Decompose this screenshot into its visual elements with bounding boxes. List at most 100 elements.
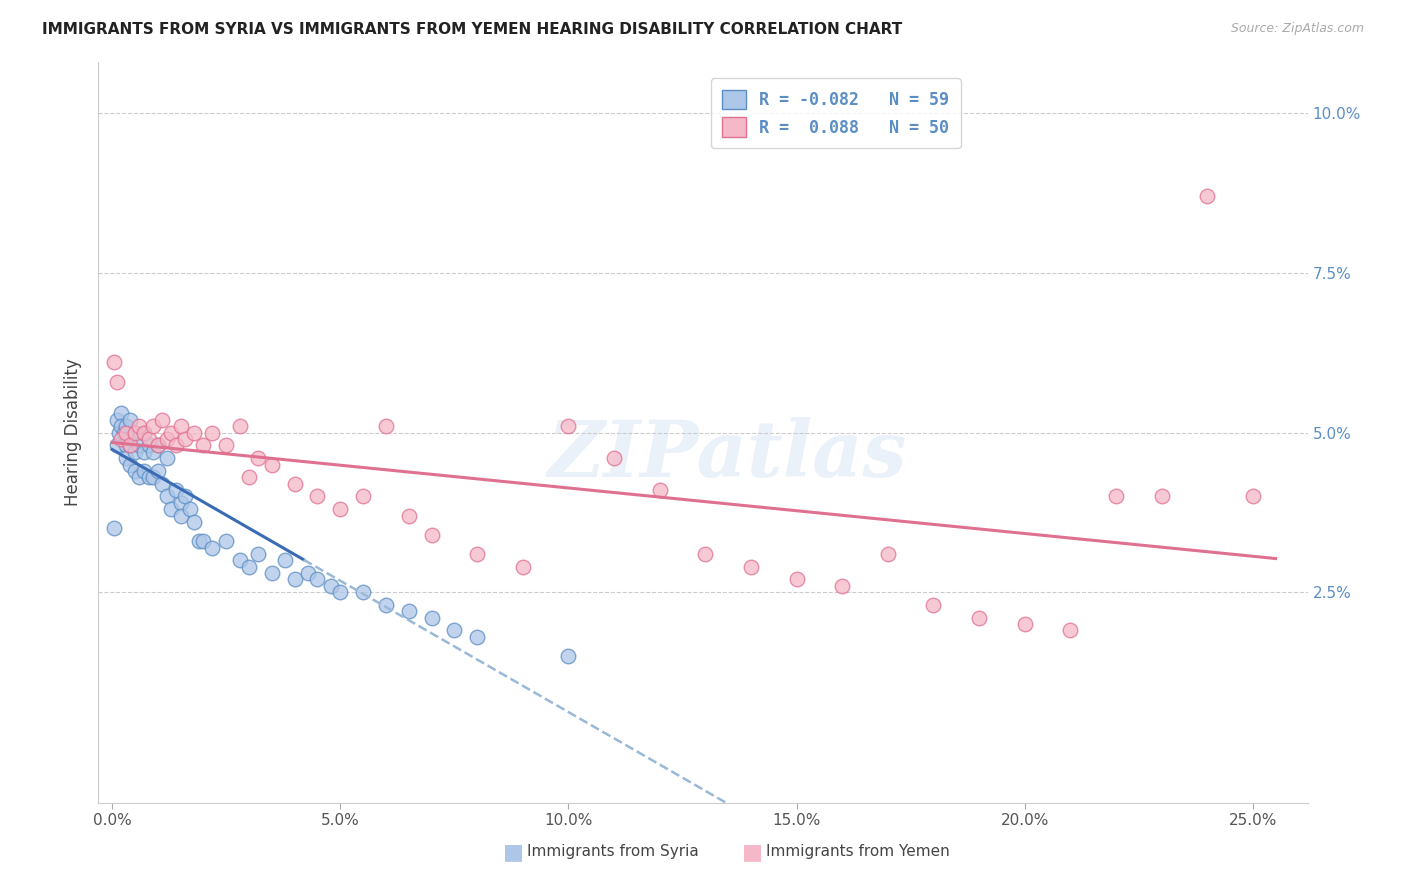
Point xyxy=(103,355,125,369)
Legend: R = -0.082   N = 59, R =  0.088   N = 50: R = -0.082 N = 59, R = 0.088 N = 50 xyxy=(710,78,960,148)
Point xyxy=(215,534,238,549)
Point xyxy=(146,438,169,452)
Point xyxy=(420,610,443,624)
Point xyxy=(156,451,179,466)
Point xyxy=(114,438,136,452)
Point xyxy=(183,515,205,529)
Text: ■: ■ xyxy=(503,842,523,862)
Point xyxy=(120,438,142,452)
Point xyxy=(329,502,352,516)
Point xyxy=(124,425,146,440)
Point xyxy=(150,413,173,427)
Point xyxy=(120,458,142,472)
Point xyxy=(1197,189,1219,203)
Point xyxy=(201,425,224,440)
Point xyxy=(120,413,142,427)
Point xyxy=(169,496,191,510)
Point xyxy=(557,419,579,434)
Point xyxy=(1150,490,1173,504)
Point xyxy=(229,553,252,567)
Point xyxy=(142,444,165,458)
Point xyxy=(160,502,183,516)
Point xyxy=(922,598,945,612)
Point xyxy=(156,432,179,446)
Point xyxy=(103,521,125,535)
Point xyxy=(374,598,396,612)
Point xyxy=(247,451,270,466)
Point xyxy=(128,438,150,452)
Point xyxy=(124,464,146,478)
Point xyxy=(786,573,808,587)
Point xyxy=(740,559,762,574)
Point xyxy=(260,566,283,580)
Point xyxy=(297,566,319,580)
Point xyxy=(307,490,329,504)
Point xyxy=(247,547,270,561)
Text: ZIPatlas: ZIPatlas xyxy=(547,417,907,493)
Point xyxy=(193,534,215,549)
Point xyxy=(557,648,579,663)
Point xyxy=(114,419,136,434)
Point xyxy=(284,573,307,587)
Point xyxy=(183,425,205,440)
Point xyxy=(174,490,197,504)
Point xyxy=(831,579,853,593)
Point xyxy=(238,559,260,574)
Point xyxy=(187,534,209,549)
Point xyxy=(142,470,165,484)
Point xyxy=(876,547,898,561)
Point xyxy=(138,470,160,484)
Point xyxy=(132,464,155,478)
Point xyxy=(238,470,260,484)
Point xyxy=(374,419,396,434)
Point xyxy=(128,470,150,484)
Point xyxy=(1059,624,1081,638)
Point xyxy=(967,610,990,624)
Point xyxy=(179,502,201,516)
Point xyxy=(174,432,197,446)
Point xyxy=(420,527,443,541)
Point xyxy=(105,375,128,389)
Point xyxy=(150,476,173,491)
Text: ■: ■ xyxy=(742,842,762,862)
Point xyxy=(465,630,488,644)
Point xyxy=(112,425,135,440)
Point xyxy=(201,541,224,555)
Point xyxy=(110,432,132,446)
Point xyxy=(329,585,352,599)
Point xyxy=(160,425,183,440)
Text: Source: ZipAtlas.com: Source: ZipAtlas.com xyxy=(1230,22,1364,36)
Point xyxy=(114,451,136,466)
Point xyxy=(215,438,238,452)
Point xyxy=(1014,617,1036,632)
Point xyxy=(138,438,160,452)
Point xyxy=(229,419,252,434)
Point xyxy=(142,419,165,434)
Point xyxy=(443,624,465,638)
Text: Immigrants from Syria: Immigrants from Syria xyxy=(527,845,699,859)
Point xyxy=(146,438,169,452)
Point xyxy=(110,407,132,421)
Point xyxy=(284,476,307,491)
Point xyxy=(138,432,160,446)
Point xyxy=(169,419,191,434)
Point xyxy=(132,425,155,440)
Text: Immigrants from Yemen: Immigrants from Yemen xyxy=(766,845,950,859)
Point xyxy=(114,425,136,440)
Point xyxy=(108,425,131,440)
Point xyxy=(465,547,488,561)
Point xyxy=(321,579,343,593)
Point xyxy=(398,508,420,523)
Point xyxy=(128,419,150,434)
Point xyxy=(146,464,169,478)
Point xyxy=(156,490,179,504)
Point xyxy=(169,508,191,523)
Point xyxy=(260,458,283,472)
Point xyxy=(193,438,215,452)
Point xyxy=(124,425,146,440)
Point xyxy=(648,483,671,497)
Point xyxy=(512,559,534,574)
Text: IMMIGRANTS FROM SYRIA VS IMMIGRANTS FROM YEMEN HEARING DISABILITY CORRELATION CH: IMMIGRANTS FROM SYRIA VS IMMIGRANTS FROM… xyxy=(42,22,903,37)
Point xyxy=(352,585,374,599)
Point xyxy=(110,419,132,434)
